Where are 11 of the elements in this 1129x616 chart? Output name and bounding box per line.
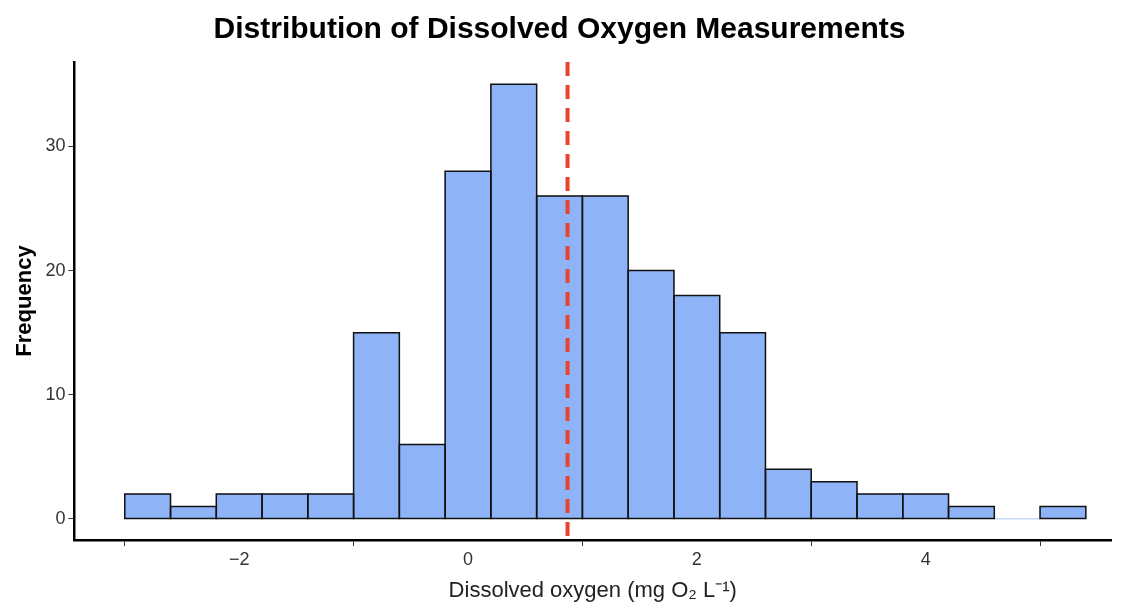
x-tick-label: −2 xyxy=(228,548,250,569)
x-tick-label: 0 xyxy=(462,548,474,569)
y-tick-label: 20 xyxy=(45,259,66,280)
y-tick-label: 30 xyxy=(45,135,66,156)
chart-title: Distribution of Dissolved Oxygen Measurements xyxy=(213,11,906,45)
x-tick-label: 2 xyxy=(691,548,702,569)
x-tick-label: 4 xyxy=(920,548,931,569)
y-tick-label: 10 xyxy=(45,383,66,404)
x-axis-title: Dissolved oxygen (mg O₂ L⁻¹) xyxy=(448,576,737,602)
y-tick-label: 0 xyxy=(55,507,66,528)
y-axis-title: Frequency xyxy=(11,244,37,357)
